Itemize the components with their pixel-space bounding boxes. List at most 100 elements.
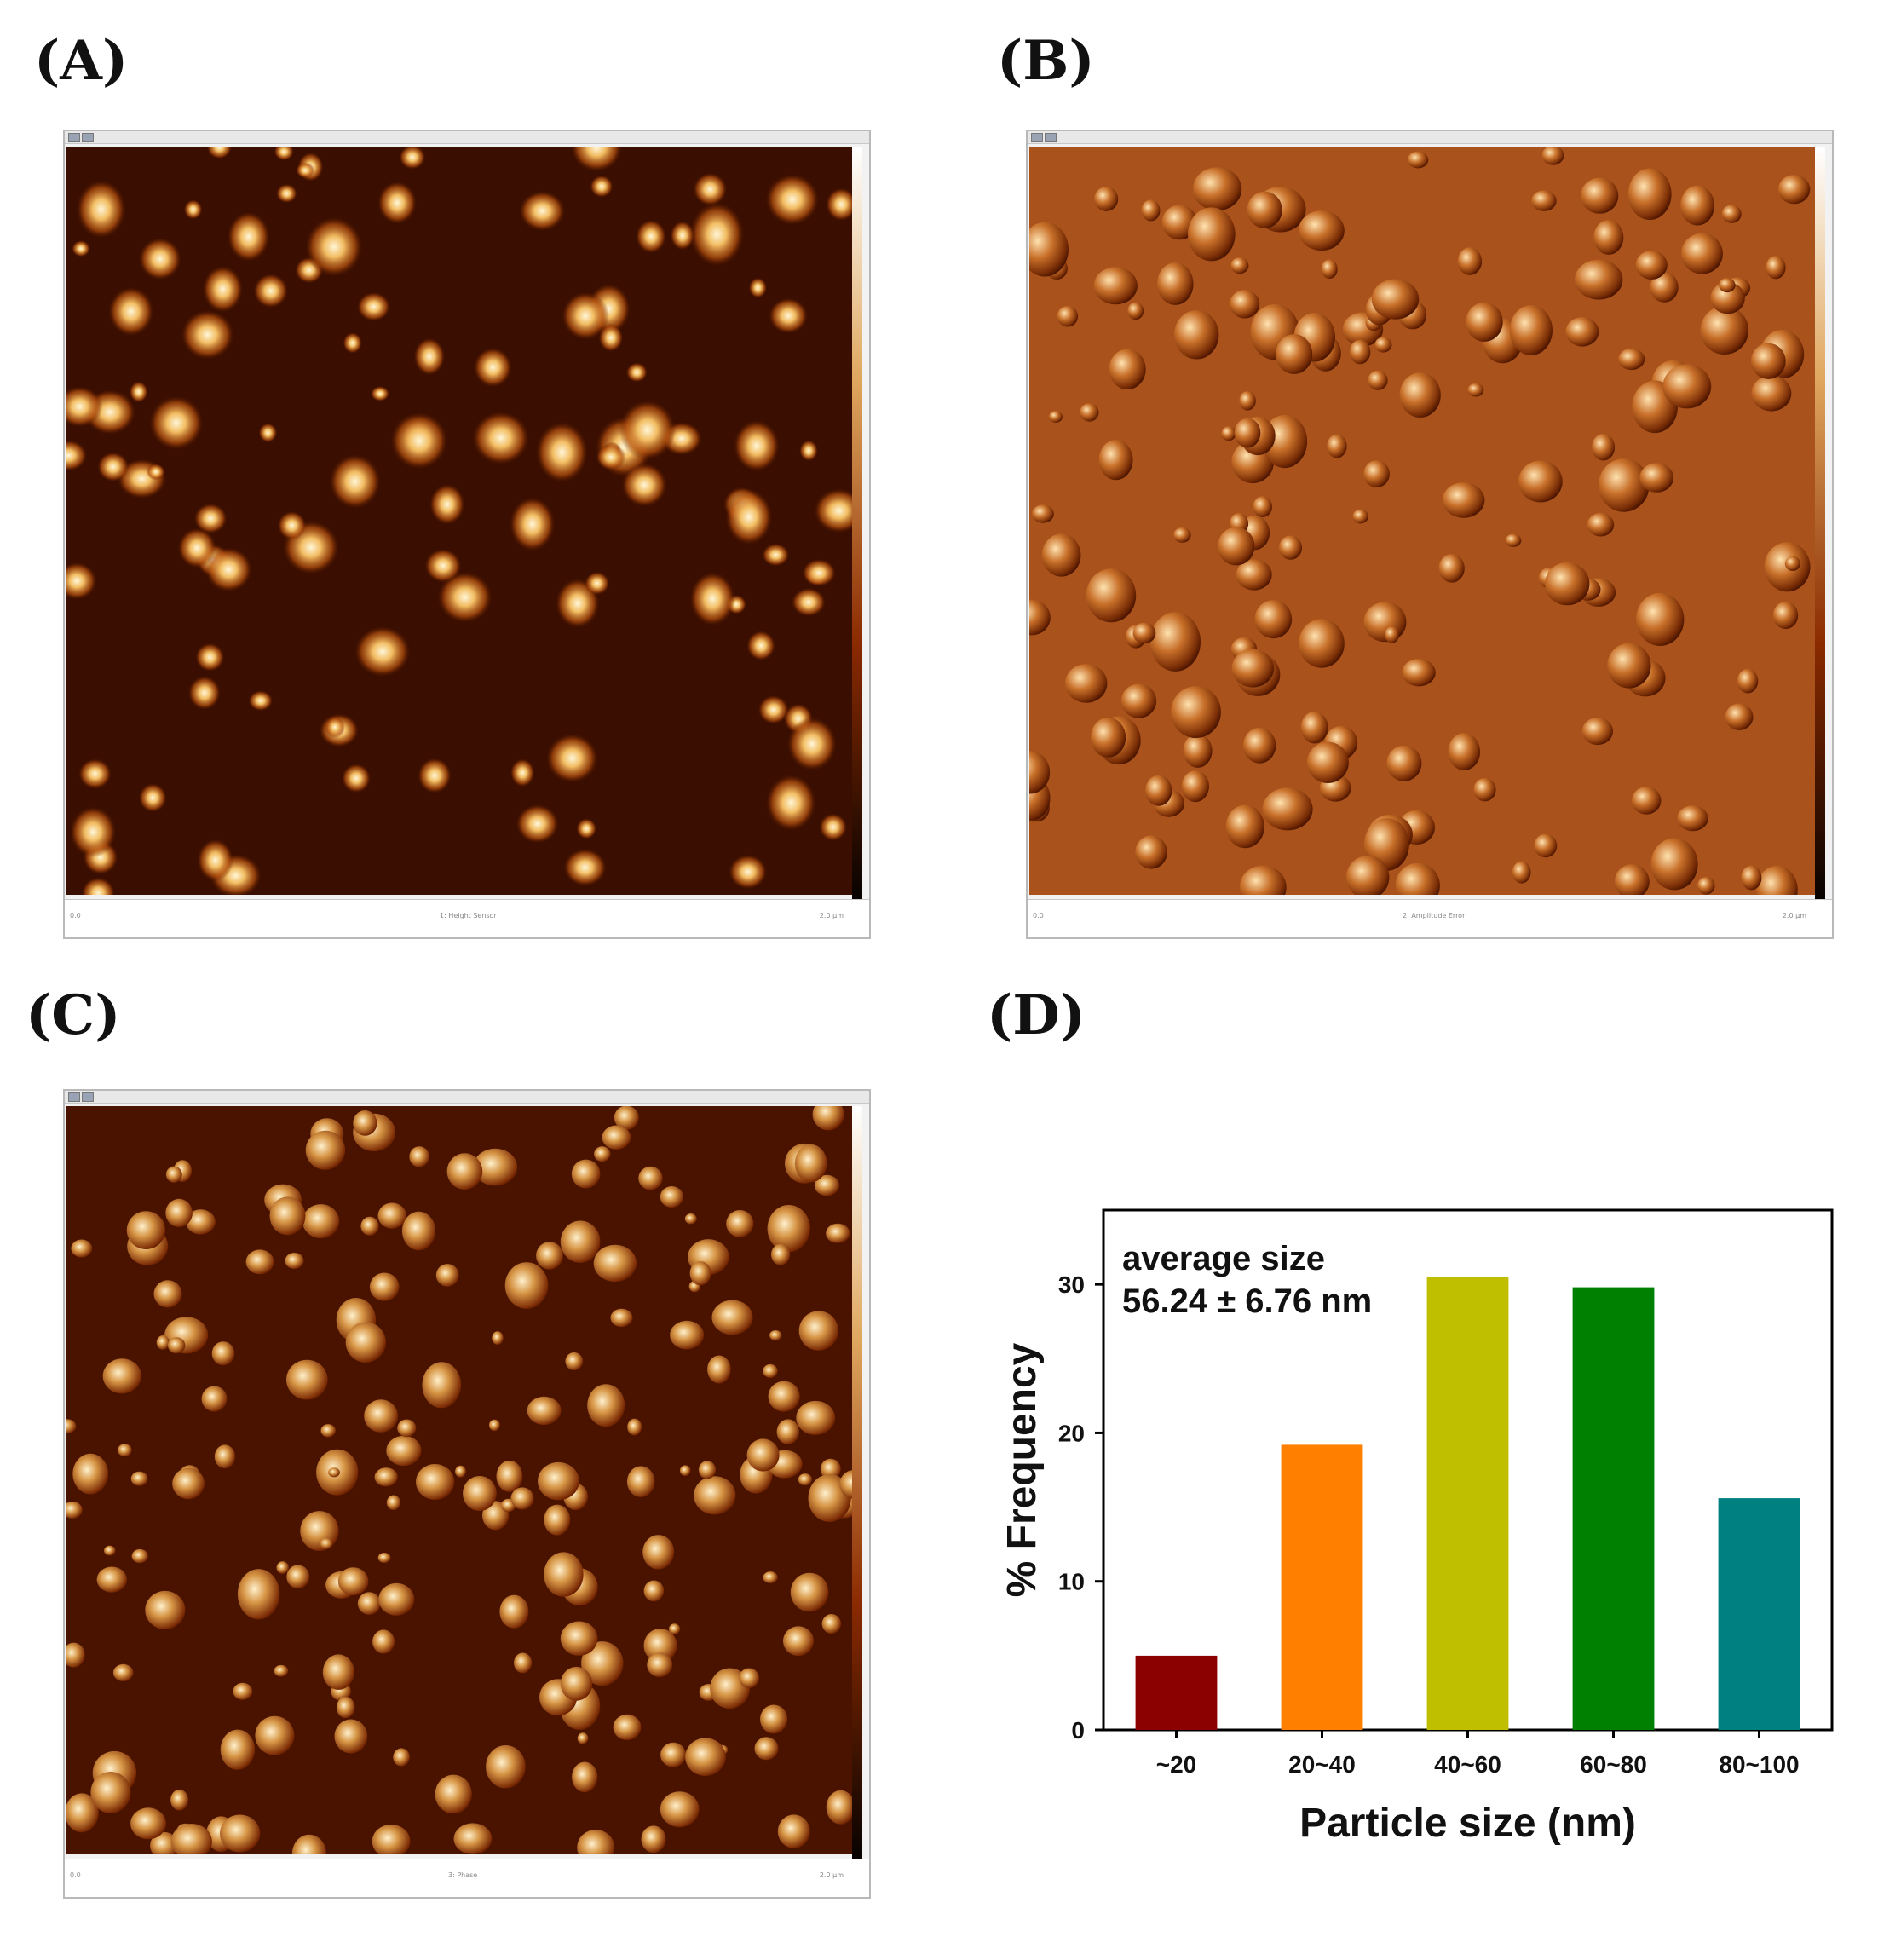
particle [694, 1476, 736, 1515]
scale-end: 2.0 µm [819, 912, 844, 919]
pencil-icon[interactable] [68, 133, 80, 142]
particle [320, 1424, 336, 1438]
x-axis-label: Particle size (nm) [1299, 1801, 1636, 1846]
particle [286, 1565, 310, 1589]
particle [409, 1146, 429, 1167]
magnifier-icon[interactable] [82, 133, 94, 142]
particle [590, 175, 614, 198]
particle [647, 1652, 673, 1677]
pencil-icon[interactable] [68, 1092, 80, 1102]
particle [626, 1466, 655, 1497]
particle [255, 1715, 295, 1755]
particle [276, 1561, 289, 1574]
particle [1697, 877, 1715, 895]
particle [1766, 256, 1786, 280]
particle [345, 1322, 386, 1363]
scale-end: 2.0 µm [1782, 912, 1806, 919]
particle [195, 643, 225, 672]
particle [763, 1571, 778, 1584]
particle [371, 385, 389, 401]
particle [739, 1668, 759, 1688]
particle [424, 548, 462, 583]
magnifier-icon[interactable] [1045, 133, 1057, 142]
particle [1662, 364, 1712, 409]
particle [1448, 733, 1481, 770]
particle [821, 1614, 841, 1634]
particle [211, 1341, 235, 1366]
particle [776, 1419, 799, 1444]
magnifier-icon[interactable] [82, 1092, 94, 1102]
particle [614, 1106, 639, 1130]
particle [689, 572, 735, 626]
particle [1029, 599, 1051, 636]
particle [1534, 833, 1558, 858]
particle [258, 423, 278, 443]
particle [1756, 866, 1798, 895]
particle [799, 440, 818, 462]
particle [1402, 659, 1436, 687]
particle [769, 1330, 782, 1340]
y-tick-label: 10 [1058, 1569, 1085, 1595]
scale-start: 0.0 [1033, 912, 1044, 919]
particle [233, 1682, 253, 1700]
panel-label-b: (B) [997, 29, 1095, 93]
x-tick-label: ~20 [1156, 1751, 1197, 1778]
particle [1784, 556, 1800, 571]
particle [372, 1629, 395, 1654]
particle [1581, 177, 1619, 214]
particle [627, 1418, 642, 1436]
particle [1680, 185, 1714, 226]
particle [305, 1130, 346, 1170]
particle [641, 1825, 666, 1853]
particle [1306, 741, 1349, 783]
particle [69, 806, 117, 858]
particle [1466, 302, 1503, 342]
particle [754, 1737, 779, 1761]
particle [1457, 247, 1483, 275]
particle [1157, 262, 1194, 305]
particle [619, 400, 676, 460]
particle [769, 297, 808, 334]
particle [1635, 251, 1668, 280]
particle [296, 162, 315, 178]
particle [129, 381, 148, 403]
particle [577, 1830, 615, 1854]
particle [1363, 460, 1390, 487]
pencil-icon[interactable] [1031, 133, 1043, 142]
afm-toolbar [65, 1091, 869, 1104]
particle [386, 1435, 422, 1467]
particle [181, 309, 234, 360]
particle [393, 1748, 410, 1767]
particle [274, 147, 294, 161]
particle [170, 1789, 189, 1811]
particle [726, 1210, 754, 1237]
particle [138, 238, 181, 280]
particle [585, 571, 610, 596]
particle [1587, 512, 1615, 537]
particle [660, 1742, 687, 1767]
particle [66, 1501, 83, 1519]
particle [1086, 568, 1137, 623]
particle [472, 411, 530, 465]
particle [544, 1552, 584, 1597]
particle [66, 1642, 85, 1668]
particle [202, 265, 244, 313]
particle [1741, 865, 1762, 891]
particle [1225, 804, 1264, 849]
height-sensor-image [66, 147, 855, 895]
particle [1276, 334, 1313, 374]
particle [786, 717, 837, 771]
particle [812, 1106, 844, 1131]
particle [277, 510, 307, 540]
particle [1057, 305, 1079, 327]
particle [1135, 835, 1167, 869]
particle [138, 783, 167, 813]
particle [96, 1566, 127, 1593]
particle [1614, 864, 1650, 895]
particle [369, 1272, 400, 1301]
particle [1254, 600, 1293, 639]
particle [826, 1223, 850, 1243]
particle [596, 444, 626, 470]
particle [360, 1216, 379, 1236]
particle [765, 174, 820, 226]
